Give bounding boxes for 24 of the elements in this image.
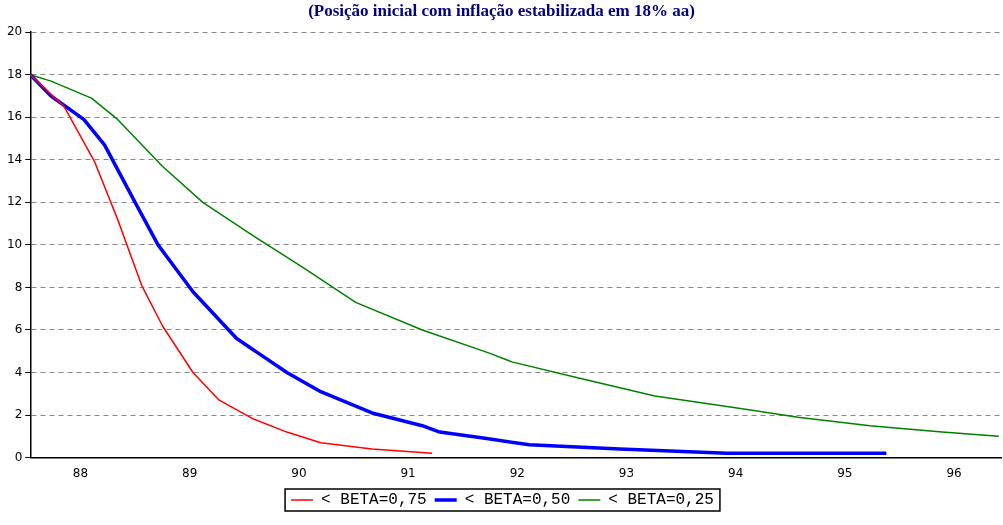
x-tick-label: 93 [618,465,635,480]
y-tick-label: 2 [14,407,23,422]
x-tick-label: 90 [291,465,307,480]
y-tick-label: 14 [6,151,23,166]
x-tick-label: 91 [400,465,416,480]
x-tick-label: 96 [946,465,962,480]
x-tick-label: 94 [728,465,744,480]
y-tick-label: 20 [6,24,23,39]
y-tick-label: 18 [6,66,23,81]
legend-label: < BETA=0,50 [464,491,571,510]
y-tick-label: 12 [6,194,23,209]
y-tick-label: 4 [14,364,23,379]
legend-label: < BETA=0,75 [321,491,427,510]
legend-label: < BETA=0,25 [608,491,714,510]
x-tick-label: 88 [72,465,89,480]
y-tick-label: 10 [6,237,23,252]
x-tick-label: 95 [837,465,853,480]
chart-title: (Posição inicial com inflação estabilizada em 18% aa) [307,0,696,22]
y-tick-label: 6 [14,322,23,337]
y-tick-label: 16 [6,109,23,124]
y-tick-label: 0 [14,449,23,464]
x-tick-label: 92 [509,465,525,480]
y-tick-label: 8 [14,279,23,294]
x-tick-label: 89 [182,465,198,480]
